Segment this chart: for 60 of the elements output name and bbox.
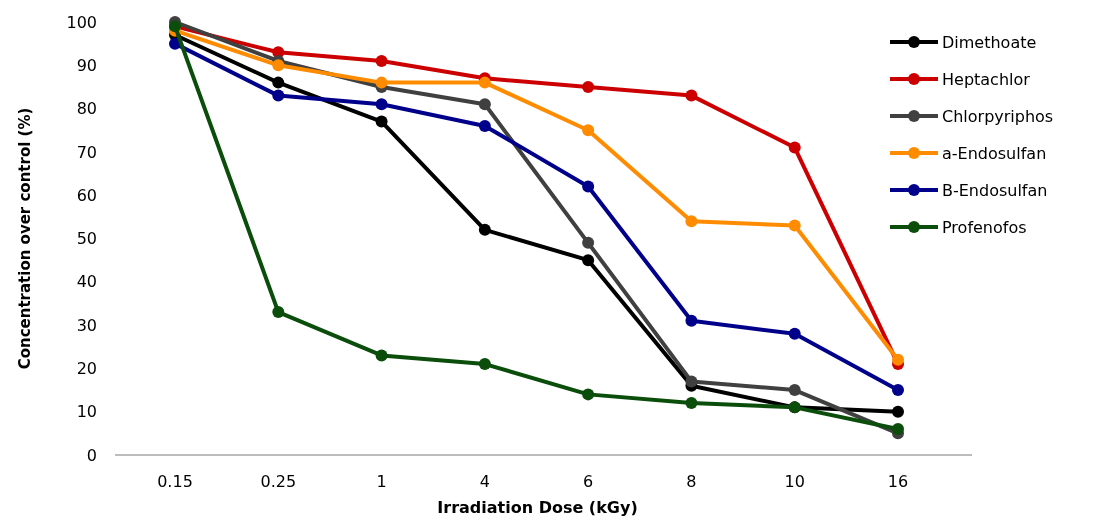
x-tick-label: 4 <box>479 472 490 491</box>
point <box>375 76 388 89</box>
point <box>788 219 801 232</box>
point <box>272 76 285 89</box>
point <box>478 76 491 89</box>
point <box>582 124 595 137</box>
x-tick-label: 0.25 <box>260 472 297 491</box>
point <box>272 89 285 102</box>
point <box>892 405 904 418</box>
point <box>478 223 491 236</box>
y-tick-label: 10 <box>76 402 97 422</box>
point <box>582 236 595 249</box>
y-tick-label: 20 <box>76 359 97 378</box>
legend-label: a-Endosulfan <box>942 143 1047 163</box>
y-tick-label: 30 <box>76 315 97 335</box>
x-tick-label: 0.15 <box>157 472 193 491</box>
point <box>582 80 595 93</box>
y-axis-title: Concentration over control (%) <box>16 107 34 370</box>
y-tick-label: 60 <box>76 185 97 205</box>
point <box>272 306 285 319</box>
point <box>478 119 491 132</box>
point <box>375 54 388 67</box>
point <box>478 358 491 371</box>
legend-label: Heptachlor <box>942 69 1031 89</box>
point <box>582 180 595 193</box>
point <box>478 98 491 111</box>
point <box>788 384 801 397</box>
point <box>892 353 904 366</box>
x-axis-title: Irradiation Dose (kGy) <box>437 498 638 517</box>
y-tick-label: 90 <box>76 55 97 75</box>
point <box>892 423 904 436</box>
y-tick-label: 80 <box>76 99 97 119</box>
point <box>375 98 388 111</box>
point <box>685 89 698 102</box>
point <box>685 215 698 228</box>
legend-label: Chlorpyriphos <box>942 106 1054 126</box>
legend-label: B-Endosulfan <box>942 180 1048 200</box>
point <box>685 397 698 410</box>
x-tick-label: 6 <box>583 472 594 491</box>
y-tick-label: 0 <box>86 445 97 465</box>
legend-label: Profenofos <box>942 217 1027 237</box>
x-tick-label: 16 <box>887 472 909 491</box>
x-tick-label: 8 <box>686 472 697 491</box>
point <box>788 141 801 154</box>
legend-label: Dimethoate <box>942 32 1037 52</box>
point <box>582 254 595 267</box>
point <box>272 59 285 72</box>
point <box>582 388 595 401</box>
y-tick-label: 70 <box>76 142 97 162</box>
point <box>375 349 388 362</box>
point <box>788 327 801 340</box>
point <box>685 314 698 327</box>
x-tick-label: 10 <box>784 472 805 491</box>
y-tick-label: 100 <box>66 12 97 32</box>
x-tick-label: 1 <box>376 472 387 491</box>
point <box>375 115 388 128</box>
point <box>685 375 698 388</box>
point <box>892 384 904 397</box>
y-tick-label: 40 <box>76 272 97 292</box>
y-tick-label: 50 <box>76 229 97 249</box>
